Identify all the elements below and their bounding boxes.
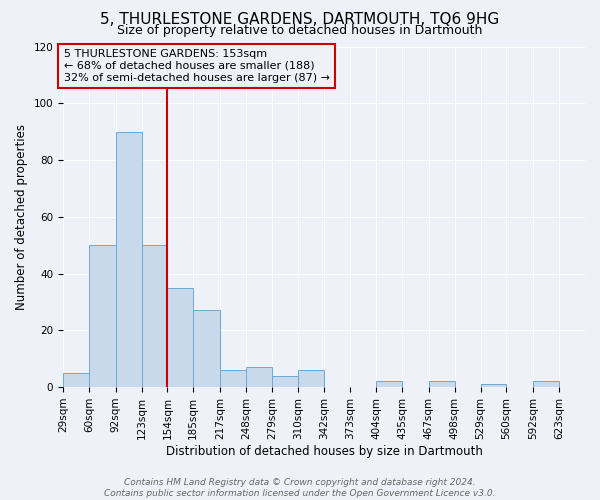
Bar: [193, 310, 220, 387]
Bar: [533, 382, 559, 387]
Text: 5, THURLESTONE GARDENS, DARTMOUTH, TQ6 9HG: 5, THURLESTONE GARDENS, DARTMOUTH, TQ6 9…: [100, 12, 500, 28]
Bar: [298, 370, 325, 387]
X-axis label: Distribution of detached houses by size in Dartmouth: Distribution of detached houses by size …: [166, 444, 482, 458]
Bar: [167, 288, 193, 387]
Bar: [429, 382, 455, 387]
Bar: [481, 384, 506, 387]
Text: Contains HM Land Registry data © Crown copyright and database right 2024.
Contai: Contains HM Land Registry data © Crown c…: [104, 478, 496, 498]
Bar: [116, 132, 142, 387]
Text: 5 THURLESTONE GARDENS: 153sqm
← 68% of detached houses are smaller (188)
32% of : 5 THURLESTONE GARDENS: 153sqm ← 68% of d…: [64, 50, 330, 82]
Bar: [272, 376, 298, 387]
Bar: [142, 245, 167, 387]
Bar: [246, 367, 272, 387]
Text: Size of property relative to detached houses in Dartmouth: Size of property relative to detached ho…: [118, 24, 482, 37]
Bar: [220, 370, 246, 387]
Bar: [89, 245, 116, 387]
Bar: [63, 373, 89, 387]
Bar: [376, 382, 402, 387]
Y-axis label: Number of detached properties: Number of detached properties: [15, 124, 28, 310]
